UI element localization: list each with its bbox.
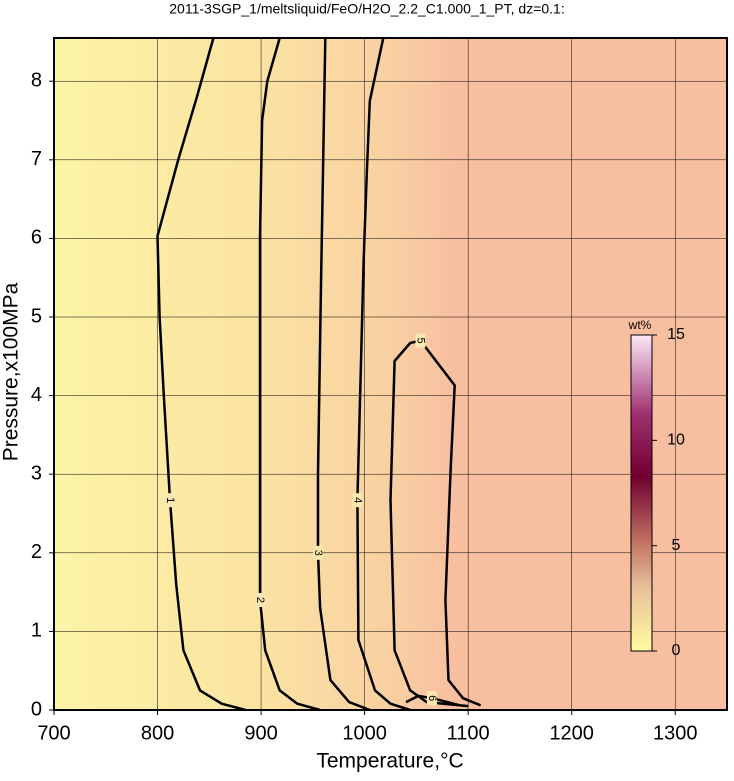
plot-background	[54, 38, 727, 710]
colorbar-tick-label: 0	[672, 642, 681, 659]
colorbar-tick-label: 5	[672, 537, 681, 554]
contour-label-bg	[255, 592, 266, 607]
colorbar-label: wt%	[628, 318, 652, 332]
y-tick-label: 8	[31, 70, 42, 92]
plot-frame	[53, 37, 728, 711]
contour-label-bg	[164, 493, 175, 508]
contour-label-bg	[313, 545, 324, 560]
chart-title: 2011-3SGP_1/meltsliquid/FeO/H2O_2.2_C1.0…	[169, 1, 564, 17]
contour-label: 3	[312, 550, 324, 556]
y-tick-label: 0	[31, 698, 42, 720]
contour-label: 4	[351, 497, 363, 503]
colorbar-tick-label: 10	[667, 432, 685, 449]
contour-label-bg	[426, 691, 437, 706]
y-tick-label: 6	[31, 227, 42, 249]
contour-label: 1	[164, 497, 176, 503]
colorbar	[630, 334, 653, 652]
grid	[53, 38, 727, 711]
x-tick-label: 1300	[653, 722, 698, 744]
x-tick-label: 900	[244, 722, 277, 744]
x-axis-label: Temperature,°C	[316, 750, 463, 773]
y-axis-label: Pressure,x100MPa	[0, 282, 23, 461]
contour-label: 2	[254, 597, 266, 603]
y-tick-label: 4	[31, 384, 42, 406]
contour-label: 6	[426, 695, 438, 701]
y-tick-label: 1	[31, 620, 42, 642]
y-tick-label: 5	[31, 305, 42, 327]
x-tick-label: 1100	[447, 722, 490, 744]
contour-label-bg	[415, 333, 426, 348]
contour-line	[156, 37, 246, 712]
contours: 1 2 3 4 5 6	[156, 37, 482, 712]
colorbar-ticks: 0 5 10 15	[652, 326, 685, 659]
contour-label: 5	[415, 338, 427, 344]
colorbar-tick-label: 15	[667, 326, 685, 343]
x-tick-label: 1000	[342, 722, 387, 744]
contour-label-bg	[352, 493, 363, 508]
contour-line	[389, 339, 482, 708]
x-tick-label: 700	[37, 722, 70, 744]
y-tick-label: 3	[31, 462, 42, 484]
x-tick-label: 1200	[549, 722, 594, 744]
y-tick-label: 7	[31, 148, 42, 170]
y-tick-label: 2	[31, 541, 42, 563]
x-tick-label: 800	[141, 722, 174, 744]
contour-line	[258, 37, 321, 712]
